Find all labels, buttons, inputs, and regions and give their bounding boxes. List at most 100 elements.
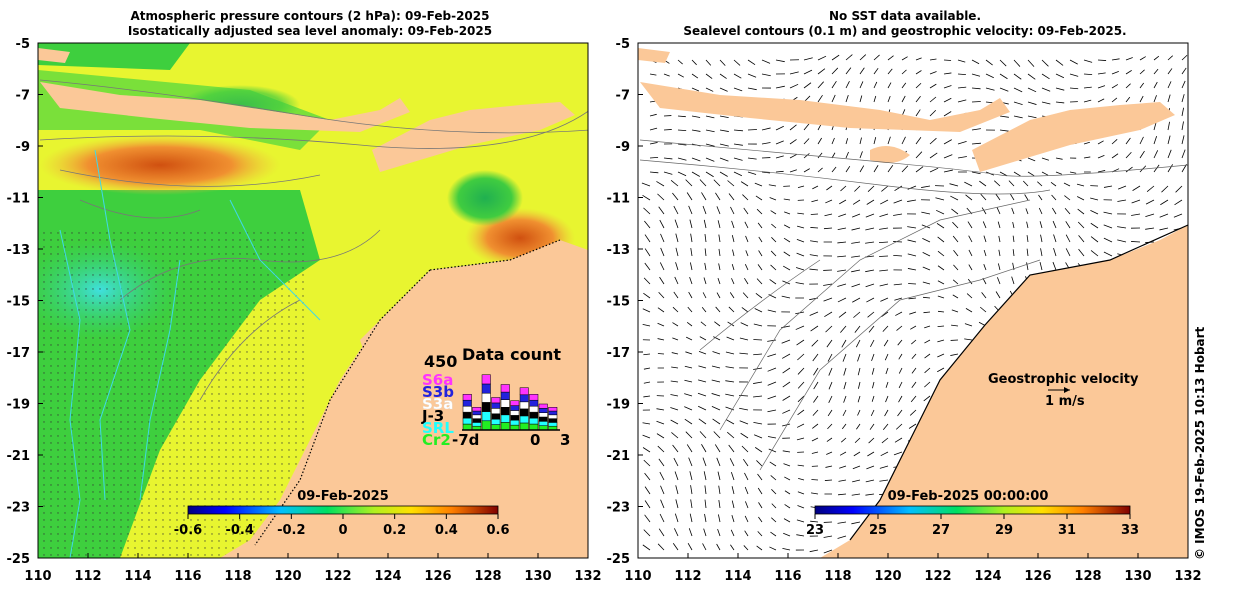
velocity-arrow xyxy=(716,206,721,215)
velocity-arrow xyxy=(674,528,679,537)
data-count-bar-segment xyxy=(491,413,501,420)
velocity-arrow xyxy=(1167,164,1173,173)
data-count-bar-segment xyxy=(538,412,548,418)
data-count-bar-segment xyxy=(481,374,491,385)
velocity-arrow xyxy=(686,192,693,201)
velocity-arrow xyxy=(1024,194,1029,201)
velocity-arrow xyxy=(952,279,959,285)
velocity-arrow xyxy=(921,224,931,229)
data-count-bar-segment xyxy=(491,402,501,409)
left-colorbar-ticks: -0.6 -0.4 -0.2 0 0.2 0.4 0.6 xyxy=(174,514,510,538)
velocity-arrow xyxy=(688,457,693,467)
velocity-arrow xyxy=(725,419,735,425)
velocity-arrow xyxy=(879,479,889,482)
velocity-arrow xyxy=(1167,81,1172,89)
velocity-arrow xyxy=(725,351,735,355)
velocity-arrow xyxy=(1131,199,1141,204)
velocity-arrow xyxy=(908,283,917,285)
velocity-arrow xyxy=(769,461,777,467)
velocity-arrow xyxy=(703,471,707,481)
velocity-arrow xyxy=(742,194,749,201)
velocity-arrow xyxy=(767,353,777,357)
velocity-arrow xyxy=(643,529,651,537)
velocity-arrow xyxy=(865,479,875,483)
bathymetry-contours xyxy=(59,149,321,558)
velocity-arrow xyxy=(768,448,777,453)
velocity-arrow xyxy=(1053,234,1057,243)
velocity-arrow xyxy=(659,513,665,523)
velocity-arrow xyxy=(767,367,777,372)
velocity-arrow xyxy=(999,115,1009,118)
velocity-arrow xyxy=(1052,261,1057,271)
left-lon-tick: 132 xyxy=(574,569,601,584)
velocity-arrow xyxy=(1139,82,1145,89)
velocity-arrow xyxy=(854,437,861,444)
velocity-arrow xyxy=(999,73,1008,80)
velocity-arrow xyxy=(783,463,791,467)
left-lat-tick: -5 xyxy=(16,37,30,52)
right-colorbar-scale xyxy=(814,505,1131,515)
velocity-arrow xyxy=(672,192,679,201)
velocity-arrow xyxy=(935,197,945,201)
velocity-arrow xyxy=(915,109,921,117)
velocity-arrow xyxy=(985,87,995,91)
velocity-arrow xyxy=(915,57,922,61)
velocity-arrow xyxy=(711,405,721,411)
velocity-arrow xyxy=(1040,248,1043,257)
velocity-arrow xyxy=(1077,221,1085,229)
velocity-arrow xyxy=(885,367,889,375)
velocity-arrow xyxy=(937,295,945,299)
left-lat-tick: -17 xyxy=(7,346,31,361)
velocity-arrow xyxy=(729,458,735,467)
data-count-bar-segment xyxy=(538,403,548,409)
velocity-scale-arrowhead xyxy=(1064,387,1070,393)
velocity-arrow xyxy=(851,521,861,525)
velocity-arrow xyxy=(782,547,791,551)
velocity-arrow xyxy=(690,485,693,495)
velocity-arrow xyxy=(840,325,847,333)
velocity-arrow xyxy=(642,323,651,327)
velocity-arrow xyxy=(659,219,665,229)
velocity-arrow xyxy=(660,247,665,257)
data-count-bar-segment xyxy=(500,414,510,423)
velocity-arrow xyxy=(811,199,819,203)
velocity-arrow xyxy=(747,87,757,91)
velocity-arrow xyxy=(813,395,819,403)
left-title-line1: Atmospheric pressure contours (2 hPa): 0… xyxy=(130,9,490,23)
left-map-field xyxy=(38,43,588,558)
velocity-arrow xyxy=(1022,180,1029,187)
velocity-arrow xyxy=(999,129,1009,132)
velocity-arrow xyxy=(838,213,847,218)
velocity-arrow xyxy=(981,292,987,299)
velocity-arrow xyxy=(660,499,665,509)
velocity-arrow xyxy=(937,339,945,343)
velocity-arrow xyxy=(966,293,973,299)
velocity-arrow xyxy=(758,236,763,243)
velocity-arrow xyxy=(929,96,937,103)
velocity-arrow xyxy=(691,59,697,66)
velocity-arrow xyxy=(1026,221,1029,229)
velocity-arrow xyxy=(1117,226,1127,229)
velocity-arrow xyxy=(663,171,673,175)
velocity-arrow xyxy=(747,59,756,66)
data-count-bar-segment xyxy=(519,387,529,396)
velocity-arrow xyxy=(887,165,894,173)
velocity-arrow xyxy=(1111,139,1118,145)
velocity-arrow xyxy=(812,353,819,362)
velocity-arrow xyxy=(753,353,763,356)
velocity-arrow xyxy=(775,170,784,173)
right-lat-tick: -21 xyxy=(607,449,631,464)
velocity-arrow xyxy=(781,339,791,344)
velocity-arrow xyxy=(789,139,797,145)
right-title-line2: Sealevel contours (0.1 m) and geostrophi… xyxy=(683,24,1127,38)
velocity-arrow xyxy=(674,471,679,481)
velocity-arrow xyxy=(1181,121,1184,131)
data-count-bar-segment xyxy=(500,391,510,400)
velocity-arrow xyxy=(1083,156,1091,159)
velocity-arrow xyxy=(936,223,945,229)
land-java-sumbawa xyxy=(40,82,410,132)
velocity-arrow xyxy=(999,171,1008,177)
velocity-arrow xyxy=(810,227,819,229)
velocity-arrow xyxy=(770,210,777,215)
velocity-arrow xyxy=(716,457,721,467)
